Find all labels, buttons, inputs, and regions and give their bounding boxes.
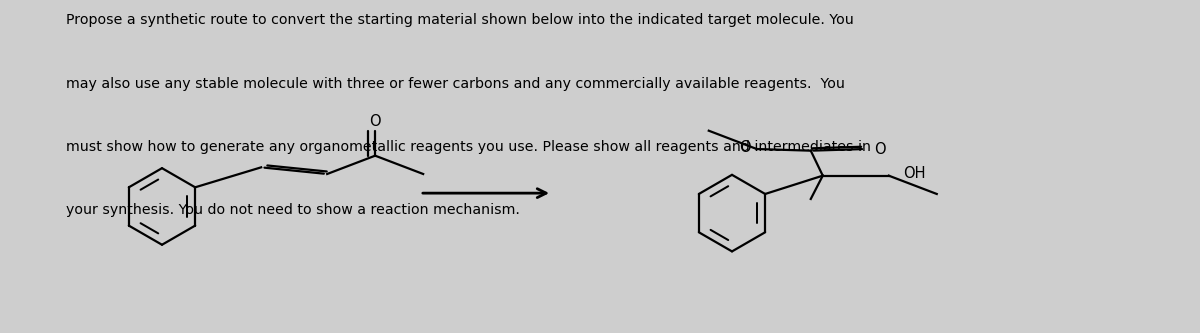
Text: Propose a synthetic route to convert the starting material shown below into the : Propose a synthetic route to convert the… [66,13,853,27]
Text: OH: OH [904,166,925,181]
Text: may also use any stable molecule with three or fewer carbons and any commerciall: may also use any stable molecule with th… [66,77,845,91]
Text: O: O [739,140,751,155]
Text: O: O [370,114,380,129]
Text: your synthesis. You do not need to show a reaction mechanism.: your synthesis. You do not need to show … [66,203,520,217]
Text: O: O [875,142,886,157]
Text: must show how to generate any organometallic reagents you use. Please show all r: must show how to generate any organometa… [66,140,871,154]
